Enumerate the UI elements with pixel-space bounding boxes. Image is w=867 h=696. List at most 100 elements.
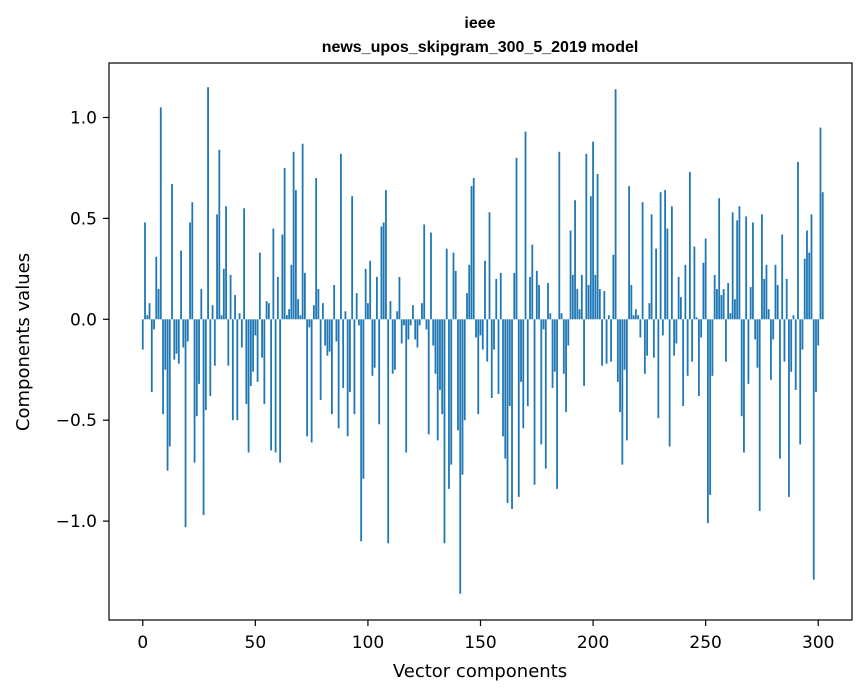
bar-233: [666, 228, 669, 320]
x-axis-ticks: 0 50 100 150 200 250 300: [137, 620, 834, 653]
bar-107: [382, 222, 385, 320]
bar-148: [475, 319, 477, 338]
bar-52: [258, 252, 261, 320]
bar-143: [463, 319, 466, 421]
bar-7: [157, 289, 160, 320]
bar-89: [342, 319, 345, 388]
bar-128: [430, 232, 432, 320]
bar-29: [207, 87, 209, 320]
bar-298: [812, 319, 815, 580]
bar-126: [425, 319, 428, 330]
bar-279: [770, 319, 772, 380]
bar-112: [394, 319, 396, 370]
bar-221: [639, 319, 642, 338]
bar-160: [502, 319, 504, 437]
bar-227: [652, 319, 655, 358]
bar-258: [722, 289, 725, 320]
y-axis-ticks: −1.0 −0.5 0.0 0.5 1.0: [56, 108, 109, 532]
bar-86: [335, 319, 338, 342]
bar-265: [738, 206, 741, 320]
bar-215: [625, 319, 628, 441]
bar-16: [177, 319, 180, 364]
bar-22: [191, 202, 194, 320]
bar-185: [558, 151, 561, 320]
bar-39: [229, 274, 232, 320]
bar-10: [164, 319, 167, 370]
bar-247: [698, 319, 700, 396]
bar-214: [623, 319, 626, 370]
bar-59: [274, 319, 277, 453]
chart-title-line1: ieee: [464, 15, 495, 32]
bar-129: [432, 319, 435, 346]
bar-276: [763, 278, 766, 320]
bar-17: [180, 250, 182, 320]
bar-272: [754, 319, 757, 340]
bar-62: [281, 234, 284, 320]
bar-219: [634, 309, 637, 320]
bar-228: [655, 248, 658, 320]
bar-295: [806, 230, 808, 320]
bar-132: [439, 319, 441, 390]
bar-181: [549, 313, 552, 320]
bar-92: [349, 319, 351, 392]
bar-217: [630, 284, 633, 320]
bar-51: [256, 319, 259, 382]
x-tick-label: 250: [689, 633, 721, 653]
bar-101: [369, 260, 372, 320]
bar-187: [562, 319, 565, 374]
bar-71: [301, 143, 304, 320]
bar-135: [445, 248, 448, 320]
bar-183: [553, 319, 556, 372]
bar-116: [403, 319, 405, 326]
bar-225: [648, 303, 651, 320]
bar-196: [583, 319, 585, 386]
bar-172: [529, 276, 531, 320]
bar-38: [227, 319, 230, 366]
x-tick-label: 150: [464, 633, 496, 653]
bar-85: [333, 284, 336, 320]
bar-252: [709, 319, 712, 495]
bar-121: [414, 319, 417, 340]
bar-47: [247, 319, 250, 453]
bar-194: [578, 309, 581, 320]
bar-278: [767, 309, 770, 320]
y-tick-label: −1.0: [56, 512, 97, 532]
bar-94: [353, 319, 356, 415]
bar-97: [360, 319, 363, 542]
y-tick-label: 1.0: [70, 108, 97, 128]
bar-191: [571, 274, 574, 320]
bar-2: [146, 315, 149, 320]
bar-156: [493, 319, 495, 350]
bar-241: [684, 264, 687, 320]
bar-146: [470, 186, 473, 320]
bar-144: [466, 293, 468, 320]
bar-190: [569, 230, 572, 320]
bar-256: [718, 198, 721, 320]
bar-230: [659, 192, 662, 320]
bar-142: [461, 319, 464, 475]
bar-201: [594, 274, 597, 320]
bar-9: [162, 319, 164, 415]
bar-173: [531, 244, 534, 320]
bar-239: [679, 297, 682, 320]
bar-242: [686, 319, 689, 376]
bar-243: [688, 171, 691, 320]
bar-78: [317, 289, 320, 320]
bar-154: [488, 212, 491, 320]
bar-150: [479, 319, 482, 336]
bar-70: [299, 315, 302, 320]
bar-72: [303, 272, 306, 320]
bar-24: [195, 319, 198, 417]
bar-288: [790, 319, 793, 372]
bar-58: [272, 228, 275, 320]
bar-122: [416, 319, 419, 348]
bar-79: [319, 319, 322, 401]
bar-98: [362, 319, 365, 479]
bar-77: [315, 178, 318, 320]
bar-118: [407, 319, 410, 340]
bar-231: [661, 319, 664, 336]
bar-166: [515, 157, 518, 320]
bar-275: [761, 214, 763, 320]
bar-266: [740, 319, 743, 417]
bar-109: [387, 319, 390, 544]
